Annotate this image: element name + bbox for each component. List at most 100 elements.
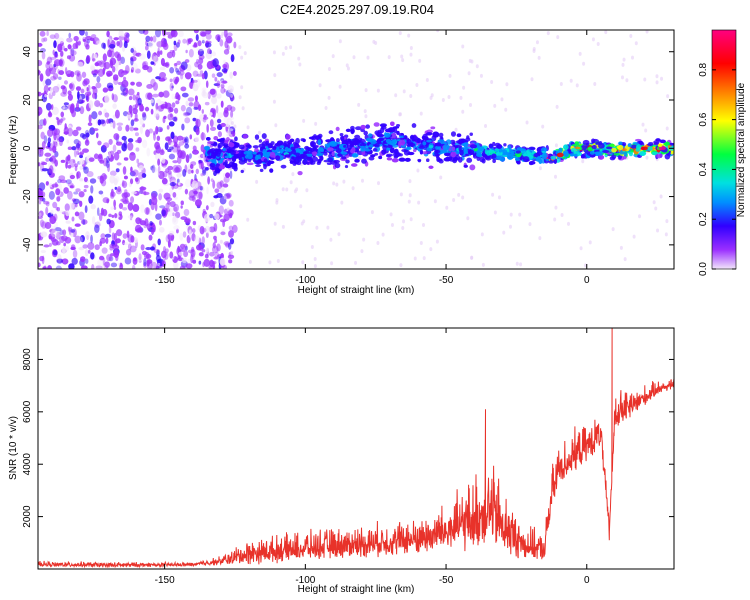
spectrogram-cell	[45, 102, 52, 111]
spectrogram-cell	[176, 145, 181, 153]
spectrogram-cell	[210, 126, 217, 131]
spectrogram-cell	[628, 151, 633, 157]
spectrogram-cell	[583, 263, 587, 268]
spectrogram-cell	[399, 263, 403, 268]
spectrogram-cell	[328, 130, 334, 135]
spectrogram-cell	[91, 85, 96, 90]
spectrogram-cell	[638, 214, 642, 219]
spectrogram-cell	[402, 219, 406, 224]
spectrogram-cell	[118, 202, 124, 210]
spectrogram-cell	[158, 193, 163, 201]
spectrogram-cell	[139, 185, 145, 195]
spectrogram-cell	[127, 111, 132, 115]
spectrogram-cell	[429, 95, 433, 100]
spectrogram-cell	[207, 48, 212, 55]
spectrogram-cell	[88, 114, 92, 123]
spectrogram-cell	[357, 102, 361, 107]
spectrogram-cell	[148, 234, 153, 241]
spectrogram-cell	[106, 198, 110, 204]
spectrogram-cell	[425, 158, 430, 163]
spectrogram-cell	[40, 191, 46, 198]
spectrogram-cell	[84, 85, 88, 93]
spectrogram-cell	[280, 164, 287, 169]
spectrogram-cell	[317, 159, 322, 164]
spectrogram-cell	[219, 39, 224, 47]
spectrogram-cell	[169, 251, 174, 259]
spectrogram-cell	[209, 112, 213, 116]
spectrogram-cell	[216, 243, 221, 252]
spectrogram-cell	[469, 144, 478, 149]
spectrogram-cell	[55, 231, 61, 240]
spectrogram-cell	[519, 148, 527, 152]
spectrogram-cell	[456, 133, 462, 138]
spectrogram-cell	[167, 239, 171, 248]
spectrogram-cell	[178, 30, 184, 38]
spectrogram-cell	[113, 37, 119, 41]
spectrogram-y-ticks: -40 -20 0 20 40	[22, 46, 674, 252]
spectrogram-cell	[86, 170, 94, 178]
spectrogram-cell	[553, 174, 557, 179]
spectrogram-cell	[156, 249, 160, 257]
spectrogram-cell	[575, 83, 579, 88]
spectrogram-cell	[204, 146, 210, 151]
spectrogram-cell	[98, 110, 103, 116]
spectrogram-cell	[78, 211, 85, 221]
spectrogram-cell	[556, 35, 560, 40]
x-tick-label: -150	[155, 275, 175, 286]
spectrogram-cell	[281, 224, 285, 229]
spectrogram-cell	[81, 265, 88, 269]
spectrogram-cell	[60, 235, 68, 242]
spectrogram-cell	[154, 30, 162, 38]
spectrogram-cell	[49, 87, 54, 95]
spectrogram-cell	[48, 147, 53, 151]
spectrogram-cell	[370, 154, 376, 158]
spectrogram-cell	[213, 135, 219, 141]
spectrogram-cell	[180, 73, 184, 80]
spectrogram-cell	[630, 55, 634, 60]
spectrogram-cell	[345, 63, 349, 68]
spectrogram-cell	[199, 30, 207, 37]
spectrogram-cell	[115, 229, 123, 237]
spectrogram-cell	[476, 150, 481, 155]
spectrogram-cell	[146, 261, 153, 269]
spectrogram-cell	[538, 236, 542, 241]
snr-panel: -150 -100 -50 0 2000 4000 6000 8000 Height of …	[8, 327, 675, 595]
spectrogram-cell	[64, 123, 67, 130]
spectrogram-cell	[173, 63, 178, 67]
spectrogram-cell	[285, 187, 289, 192]
spectrogram-cell	[123, 40, 128, 49]
spectrogram-cell	[640, 146, 648, 151]
spectrogram-cell	[104, 233, 112, 238]
spectrogram-cell	[223, 145, 228, 148]
spectrogram-cell	[38, 182, 46, 191]
spectrogram-cell	[41, 51, 46, 60]
spectrogram-cell	[223, 48, 230, 55]
spectrogram-cell	[102, 157, 109, 167]
spectrogram-cell	[85, 55, 91, 63]
spectrogram-cell	[197, 40, 202, 47]
spectrogram-cell	[445, 205, 449, 210]
spectrogram-cell	[293, 143, 300, 149]
spectrogram-cell	[372, 39, 376, 44]
spectrogram-cell	[84, 258, 89, 264]
spectrogram-cell	[191, 233, 196, 242]
spectrogram-cell	[216, 93, 222, 99]
spectrogram-cell	[312, 146, 317, 151]
spectrogram-cell	[188, 48, 194, 58]
spectrogram-cell	[363, 109, 367, 114]
spectrogram-cell	[220, 83, 225, 89]
spectrogram-cell	[647, 143, 654, 147]
x-tick-label: -150	[155, 575, 175, 586]
spectrogram-cell	[209, 166, 217, 171]
spectrogram-cell	[151, 167, 158, 173]
spectrogram-cell	[256, 159, 262, 164]
spectrogram-cell	[230, 93, 234, 98]
spectrogram-cell	[611, 227, 615, 232]
spectrogram-cell	[508, 224, 512, 229]
spectrogram-cell	[101, 42, 106, 49]
spectrogram-cell	[114, 95, 119, 102]
spectrogram-cell	[173, 107, 179, 114]
spectrogram-cell	[75, 86, 82, 91]
spectrogram-cell	[79, 236, 83, 243]
spectrogram-cell	[499, 156, 506, 162]
